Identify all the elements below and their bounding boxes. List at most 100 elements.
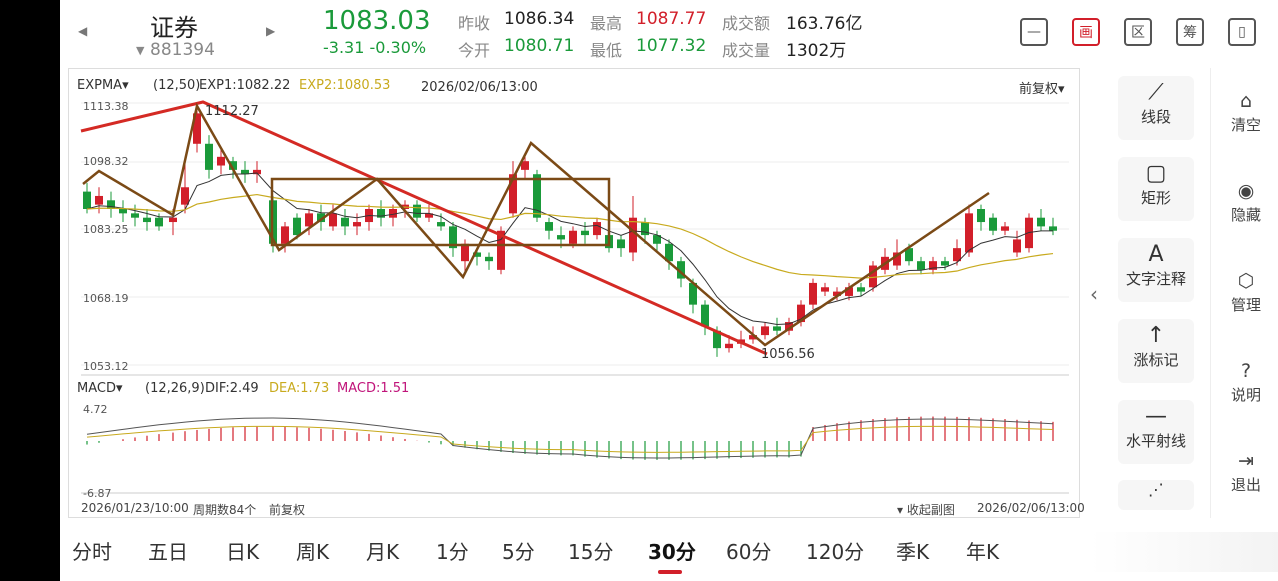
action-label: 退出 — [1230, 476, 1261, 494]
candle-body — [533, 174, 541, 218]
tool-label: 线段 — [1140, 108, 1171, 126]
candle-body — [845, 287, 853, 296]
period-tab[interactable]: 五日 — [148, 540, 188, 564]
dea-value: DEA:1.73 — [269, 381, 330, 396]
tool-up-arrow[interactable]: ↑ 涨标记 — [1118, 319, 1194, 383]
candle-body — [701, 304, 709, 327]
panel-divider — [1210, 68, 1211, 518]
candle-body — [761, 326, 769, 336]
period-tab[interactable]: 30分 — [648, 540, 696, 564]
period-tab[interactable]: 5分 — [502, 540, 535, 564]
action-exit[interactable]: ⇥ 退出 — [1220, 448, 1272, 495]
trend-line-annotation — [80, 100, 768, 356]
period-tab[interactable]: 周K — [296, 540, 330, 564]
range-box-annotation — [270, 177, 611, 247]
candle-body — [785, 322, 793, 331]
portrait-switch-icon[interactable]: ▯ — [1228, 18, 1256, 46]
candle-body — [181, 187, 189, 205]
minus-box-icon[interactable]: — — [1020, 18, 1048, 46]
candle-body — [1001, 226, 1009, 231]
candle-body — [749, 335, 757, 340]
candle-body — [569, 230, 577, 244]
candle-body — [205, 143, 213, 170]
candle-body — [1049, 226, 1057, 231]
period-tab[interactable]: 15分 — [568, 540, 614, 564]
period-tab[interactable]: 120分 — [806, 540, 865, 564]
period-tab[interactable]: 月K — [366, 540, 400, 564]
collapse-subchart-button[interactable]: ▾ 收起副图 — [897, 503, 955, 517]
candle-body — [497, 230, 505, 270]
main-indicator-select[interactable]: EXPMA▾ — [77, 78, 129, 93]
sub-indicator-select[interactable]: MACD▾ — [77, 381, 123, 396]
high-price-label: 1112.27 — [205, 104, 259, 119]
quote-label: 最高 — [590, 14, 623, 33]
candle-body — [953, 248, 961, 262]
action-help[interactable]: ? 说明 — [1220, 358, 1272, 405]
more-tools-icon[interactable]: ⋰ — [1118, 480, 1194, 510]
candle-body — [1013, 239, 1021, 253]
candle-body — [581, 230, 589, 236]
candle-body — [665, 243, 673, 262]
quote-value: 1080.71 — [504, 36, 575, 56]
quote-label: 昨收 — [458, 14, 491, 33]
range-icon[interactable]: 区 — [1124, 18, 1152, 46]
candle-body — [293, 217, 301, 236]
kline-chart-svg[interactable]: 1113.38 1098.32 1083.25 1068.19 1053.12 4.72 -… — [69, 69, 1081, 519]
last-price: 1083.03 — [323, 6, 431, 36]
candle-body — [641, 222, 649, 236]
candle-body — [857, 287, 865, 292]
candle-body — [557, 235, 565, 240]
candle-body — [95, 195, 103, 205]
action-gear[interactable]: ⬡ 管理 — [1220, 268, 1272, 315]
candle-body — [329, 213, 337, 227]
quote-value: 1087.77 — [636, 9, 707, 29]
draw-icon[interactable]: 画 — [1072, 18, 1100, 46]
dropdown-icon[interactable]: ▼ — [136, 44, 145, 57]
stock-name: 证券 — [150, 14, 198, 42]
tool-line-segment[interactable]: ⟋ 线段 — [1118, 76, 1194, 140]
prev-stock-arrow-icon[interactable]: ◀ — [78, 24, 88, 38]
tool-label: 矩形 — [1140, 189, 1171, 207]
dif-line — [86, 417, 1054, 459]
footer-period-count: 周期数84个 — [193, 503, 257, 517]
period-tab[interactable]: 日K — [226, 540, 260, 564]
stock-code[interactable]: 881394 — [150, 40, 215, 60]
period-tab[interactable]: 季K — [896, 540, 930, 564]
candle-body — [821, 287, 829, 292]
quote-header: ◀ 证券 ▼ 881394 ▶ 1083.03 -3.31 -0.30% 昨收 1… — [60, 0, 1278, 66]
broom-icon: ⌂ — [1239, 90, 1253, 112]
candle-body — [253, 169, 261, 175]
candle-body — [929, 261, 937, 270]
candle-body — [341, 217, 349, 227]
candle-body — [797, 304, 805, 323]
action-eye[interactable]: ◉ 隐藏 — [1220, 178, 1272, 225]
footer-start-date: 2026/01/23/10:00 — [81, 501, 189, 515]
action-label: 隐藏 — [1230, 206, 1261, 224]
kline-chart-panel[interactable]: 1113.38 1098.32 1083.25 1068.19 1053.12 4.72 -… — [68, 68, 1085, 519]
candle-body — [119, 209, 127, 214]
drawing-tool-panel: ‹ ⟋ 线段 ▢ 矩形 A 文字注释 ↑ 涨标记 — 水平射线 ⋰ ⌂ 清空 ◉ 隐藏 ⬡ 管理 ? 说明 ⇥ 退出 — [1086, 68, 1278, 518]
tool-rectangle[interactable]: ▢ 矩形 — [1118, 157, 1194, 221]
period-tab[interactable]: 分时 — [72, 540, 112, 564]
collapse-panel-chevron-icon[interactable]: ‹ — [1090, 282, 1098, 306]
cursor-datetime: 2026/02/06/13:00 — [421, 80, 538, 95]
price-change: -3.31 -0.30% — [323, 38, 427, 57]
candle-body — [917, 261, 925, 270]
adjust-select[interactable]: 前复权▾ — [1019, 82, 1065, 97]
dif-value: DIF:2.49 — [205, 381, 259, 396]
next-stock-arrow-icon[interactable]: ▶ — [266, 24, 276, 38]
app-screen: ◀ 证券 ▼ 881394 ▶ 1083.03 -3.31 -0.30% 昨收 1… — [60, 0, 1278, 581]
candle-body — [449, 226, 457, 249]
tool-text-note[interactable]: A 文字注释 — [1118, 238, 1194, 302]
tool-horizontal-ray[interactable]: — 水平射线 — [1118, 400, 1194, 464]
action-broom[interactable]: ⌂ 清空 — [1220, 88, 1272, 135]
period-tab[interactable]: 1分 — [436, 540, 469, 564]
period-tab[interactable]: 年K — [966, 540, 1000, 564]
candle-body — [473, 252, 481, 257]
quote-value: 1077.32 — [636, 36, 707, 56]
quote-label: 成交量 — [722, 41, 771, 60]
footer-end-date: 2026/02/06/13:00 — [977, 501, 1085, 515]
main-indicator-params: (12,50) — [153, 78, 201, 93]
chips-icon[interactable]: 筹 — [1176, 18, 1204, 46]
period-tab[interactable]: 60分 — [726, 540, 772, 564]
